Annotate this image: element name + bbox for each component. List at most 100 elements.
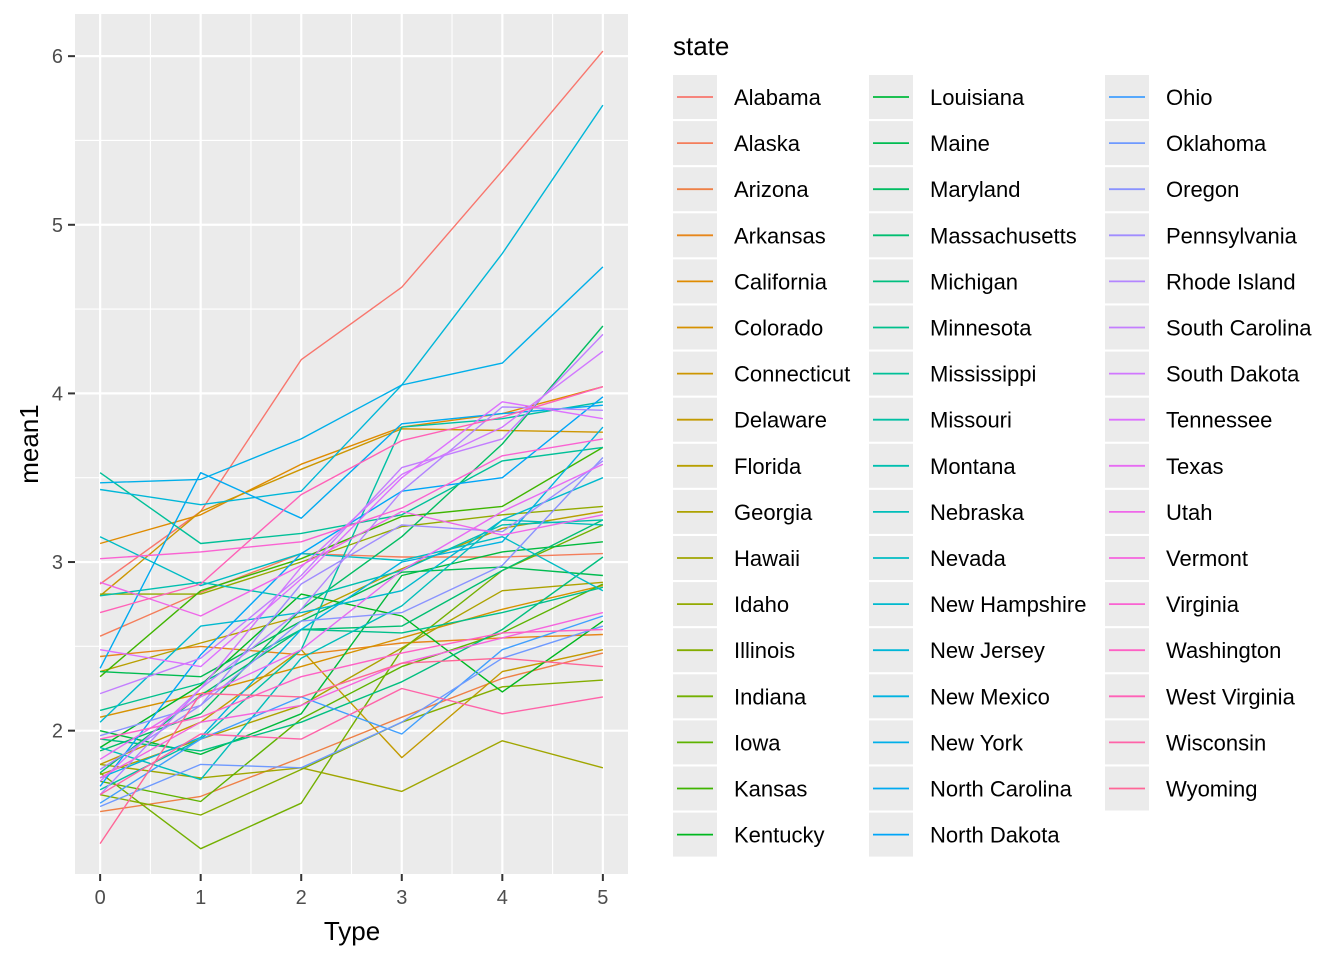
- legend-label-georgia: Georgia: [734, 500, 813, 525]
- series-line-washington: [99, 628, 603, 740]
- series-line-alaska: [99, 552, 603, 637]
- series-line-minnesota: [99, 586, 604, 712]
- legend-label-washington: Washington: [1166, 638, 1281, 663]
- legend-label-indiana: Indiana: [734, 684, 807, 709]
- legend-label-north-carolina: North Carolina: [930, 777, 1073, 802]
- legend-label-montana: Montana: [930, 454, 1016, 479]
- legend-label-wisconsin: Wisconsin: [1166, 730, 1266, 755]
- series-line-ohio: [99, 615, 604, 804]
- x-tick-label: 4: [497, 887, 508, 909]
- series-line-colorado: [99, 584, 604, 718]
- legend-label-california: California: [734, 269, 828, 294]
- legend-label-kansas: Kansas: [734, 777, 807, 802]
- y-tick-label: 5: [52, 215, 63, 237]
- series-line-maryland: [99, 325, 604, 752]
- y-tick-label: 4: [52, 383, 63, 405]
- legend-label-new-jersey: New Jersey: [930, 638, 1045, 663]
- legend-label-texas: Texas: [1166, 454, 1223, 479]
- y-tick-label: 2: [52, 721, 63, 743]
- series-line-illinois: [99, 679, 603, 816]
- series-line-hawaii: [100, 740, 604, 793]
- x-axis: 0 1 2 3 4 5: [95, 874, 608, 909]
- series-line-texas: [99, 463, 604, 760]
- series-line-virginia: [100, 438, 604, 560]
- x-tick-label: 1: [195, 887, 206, 909]
- legend-label-maine: Maine: [930, 131, 990, 156]
- series-line-oregon: [99, 457, 604, 737]
- legend-label-south-dakota: South Dakota: [1166, 362, 1300, 387]
- series-line-kentucky: [99, 593, 604, 749]
- legend-label-arkansas: Arkansas: [734, 223, 826, 248]
- series-line-oklahoma: [99, 625, 604, 808]
- legend-label-oregon: Oregon: [1166, 177, 1239, 202]
- series-line-delaware: [99, 649, 604, 766]
- series-line-connecticut: [99, 428, 603, 597]
- legend-label-illinois: Illinois: [734, 638, 795, 663]
- series-line-tennessee: [99, 401, 604, 668]
- x-tick-label: 5: [597, 887, 608, 909]
- series-line-nevada: [99, 536, 604, 592]
- legend-label-mississippi: Mississippi: [930, 362, 1036, 387]
- legend-label-kentucky: Kentucky: [734, 823, 825, 848]
- series-line-wyoming: [99, 657, 603, 844]
- y-axis-title: mean1: [14, 404, 44, 484]
- series-line-west-virginia: [99, 386, 604, 614]
- legend-label-missouri: Missouri: [930, 408, 1012, 433]
- series-line-montana: [100, 519, 603, 600]
- series-line-florida: [99, 510, 604, 673]
- legend-label-massachusetts: Massachusetts: [930, 223, 1077, 248]
- legend-title: state: [673, 31, 729, 61]
- legend-label-virginia: Virginia: [1166, 592, 1240, 617]
- legend-label-tennessee: Tennessee: [1166, 408, 1272, 433]
- legend-label-louisiana: Louisiana: [930, 85, 1025, 110]
- legend-label-alabama: Alabama: [734, 85, 822, 110]
- legend-label-west-virginia: West Virginia: [1166, 684, 1296, 709]
- x-axis-title: Type: [324, 916, 380, 946]
- series-line-mississippi: [99, 446, 603, 545]
- y-axis: 2 3 4 5 6: [52, 46, 75, 743]
- legend-label-idaho: Idaho: [734, 592, 789, 617]
- legend-label-new-mexico: New Mexico: [930, 684, 1050, 709]
- legend-label-north-dakota: North Dakota: [930, 823, 1060, 848]
- legend-label-pennsylvania: Pennsylvania: [1166, 223, 1298, 248]
- legend-label-colorado: Colorado: [734, 316, 823, 341]
- legend-label-ohio: Ohio: [1166, 85, 1212, 110]
- series-line-utah: [99, 510, 604, 617]
- y-tick-label: 6: [52, 46, 63, 68]
- legend-label-oklahoma: Oklahoma: [1166, 131, 1267, 156]
- legend-label-maryland: Maryland: [930, 177, 1020, 202]
- x-tick-label: 3: [396, 887, 407, 909]
- legend-label-nevada: Nevada: [930, 546, 1007, 571]
- legend-label-connecticut: Connecticut: [734, 362, 850, 387]
- series-line-vermont: [99, 611, 604, 779]
- legend-label-south-carolina: South Carolina: [1166, 316, 1312, 341]
- series-line-south-dakota: [99, 350, 604, 782]
- legend-label-iowa: Iowa: [734, 730, 781, 755]
- legend-label-vermont: Vermont: [1166, 546, 1248, 571]
- grid-minor: [75, 14, 628, 874]
- series-line-wisconsin: [99, 687, 604, 796]
- legend-label-hawaii: Hawaii: [734, 546, 800, 571]
- series-lines: [99, 50, 604, 850]
- x-tick-label: 0: [95, 887, 106, 909]
- legend-label-new-hampshire: New Hampshire: [930, 592, 1087, 617]
- x-tick-label: 2: [296, 887, 307, 909]
- legend: Alabama Alaska Arizona Arkansas California Co…: [673, 75, 1312, 857]
- series-line-indiana: [99, 524, 604, 850]
- legend-label-arizona: Arizona: [734, 177, 809, 202]
- y-tick-label: 3: [52, 552, 63, 574]
- legend-label-florida: Florida: [734, 454, 802, 479]
- legend-label-minnesota: Minnesota: [930, 316, 1032, 341]
- series-line-new-hampshire: [99, 477, 604, 723]
- legend-label-delaware: Delaware: [734, 408, 827, 433]
- legend-label-wyoming: Wyoming: [1166, 777, 1258, 802]
- legend-label-new-york: New York: [930, 730, 1024, 755]
- series-line-arizona: [99, 652, 604, 813]
- series-line-alabama: [99, 50, 604, 585]
- legend-label-michigan: Michigan: [930, 269, 1018, 294]
- series-line-iowa: [99, 583, 604, 803]
- series-line-georgia: [99, 581, 603, 776]
- series-line-new-york: [100, 266, 604, 484]
- series-line-new-jersey: [99, 104, 604, 506]
